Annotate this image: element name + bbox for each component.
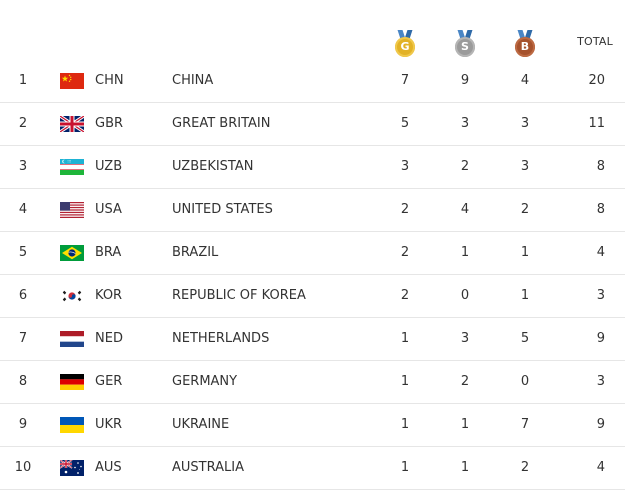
country-name-cell: REPUBLIC OF KOREA — [172, 288, 306, 303]
table-row[interactable]: 7 NED NETHERLANDS 1 3 5 9 — [0, 317, 625, 361]
table-row[interactable]: 8 GER GERMANY 1 2 0 3 — [0, 360, 625, 404]
korea-flag-icon — [60, 288, 84, 304]
gold-count-cell: 3 — [400, 159, 410, 174]
gold-medal-icon: G — [395, 30, 415, 57]
rank-cell: 1 — [18, 73, 28, 88]
country-code-cell: GER — [95, 374, 123, 389]
country-name-cell: NETHERLANDS — [172, 331, 270, 346]
gold-count-cell: 1 — [400, 331, 410, 346]
total-count-cell: 4 — [596, 245, 605, 260]
country-code-cell: UZB — [95, 159, 123, 174]
bronze-count-cell: 3 — [520, 159, 530, 174]
country-code-cell: USA — [95, 202, 122, 217]
total-count-cell: 8 — [596, 159, 605, 174]
silver-count-cell: 2 — [460, 159, 470, 174]
silver-count-cell: 1 — [460, 460, 470, 475]
silver-count-cell: 0 — [460, 288, 470, 303]
table-row[interactable]: 1 CHN CHINA 7 9 4 20 — [0, 59, 625, 103]
country-name-cell: UNITED STATES — [172, 202, 273, 217]
country-code-cell: GBR — [95, 116, 124, 131]
total-count-cell: 9 — [596, 331, 605, 346]
country-name-cell: GREAT BRITAIN — [172, 116, 271, 131]
country-code-cell: NED — [95, 331, 123, 346]
country-name-cell: AUSTRALIA — [172, 460, 244, 475]
silver-count-cell: 4 — [460, 202, 470, 217]
gold-count-cell: 5 — [400, 116, 410, 131]
country-code-cell: BRA — [95, 245, 122, 260]
table-row[interactable]: 5 BRA BRAZIL 2 1 1 4 — [0, 231, 625, 275]
rank-cell: 3 — [18, 159, 28, 174]
silver-medal-icon: S — [455, 30, 475, 57]
table-row[interactable]: 9 UKR UKRAINE 1 1 7 9 — [0, 403, 625, 447]
uzbekistan-flag-icon — [60, 159, 84, 175]
gold-count-cell: 2 — [400, 288, 410, 303]
silver-count-cell: 1 — [460, 245, 470, 260]
great-britain-flag-icon — [60, 116, 84, 132]
silver-count-cell: 1 — [460, 417, 470, 432]
table-row[interactable]: 2 GBR GREAT BRITAIN 5 3 3 11 — [0, 102, 625, 146]
silver-count-cell: 9 — [460, 73, 470, 88]
gold-count-cell: 1 — [400, 374, 410, 389]
gold-count-cell: 2 — [400, 202, 410, 217]
bronze-count-cell: 4 — [520, 73, 530, 88]
silver-count-cell: 2 — [460, 374, 470, 389]
gold-count-cell: 1 — [400, 460, 410, 475]
germany-flag-icon — [60, 374, 84, 390]
silver-count-cell: 3 — [460, 116, 470, 131]
total-count-cell: 9 — [596, 417, 605, 432]
gold-count-cell: 2 — [400, 245, 410, 260]
rank-cell: 8 — [18, 374, 28, 389]
total-count-cell: 11 — [588, 116, 605, 131]
silver-count-cell: 3 — [460, 331, 470, 346]
rank-cell: 5 — [18, 245, 28, 260]
total-column-header: TOTAL — [577, 35, 613, 48]
ukraine-flag-icon — [60, 417, 84, 433]
rank-cell: 4 — [18, 202, 28, 217]
rank-cell: 9 — [18, 417, 28, 432]
table-row[interactable]: 4 USA UNITED STATES 2 4 2 8 — [0, 188, 625, 232]
australia-flag-icon — [60, 460, 84, 476]
rank-cell: 6 — [18, 288, 28, 303]
united-states-flag-icon — [60, 202, 84, 218]
silver-medal-letter: S — [455, 37, 475, 57]
rank-cell: 7 — [18, 331, 28, 346]
rank-cell: 2 — [18, 116, 28, 131]
brazil-flag-icon — [60, 245, 84, 261]
bronze-count-cell: 5 — [520, 331, 530, 346]
netherlands-flag-icon — [60, 331, 84, 347]
country-name-cell: CHINA — [172, 73, 214, 88]
bronze-count-cell: 1 — [520, 288, 530, 303]
country-code-cell: AUS — [95, 460, 122, 475]
gold-medal-letter: G — [395, 37, 415, 57]
total-count-cell: 4 — [596, 460, 605, 475]
bronze-count-cell: 0 — [520, 374, 530, 389]
bronze-count-cell: 3 — [520, 116, 530, 131]
country-code-cell: CHN — [95, 73, 124, 88]
table-row[interactable]: 6 KOR REPUBLIC OF KOREA 2 0 1 3 — [0, 274, 625, 318]
rank-cell: 10 — [14, 460, 32, 475]
country-name-cell: GERMANY — [172, 374, 238, 389]
country-code-cell: UKR — [95, 417, 123, 432]
bronze-count-cell: 7 — [520, 417, 530, 432]
gold-count-cell: 7 — [400, 73, 410, 88]
total-count-cell: 8 — [596, 202, 605, 217]
country-code-cell: KOR — [95, 288, 123, 303]
medal-table-header: G S B TOTAL — [0, 0, 625, 59]
bronze-count-cell: 2 — [520, 460, 530, 475]
country-name-cell: UZBEKISTAN — [172, 159, 254, 174]
china-flag-icon — [60, 73, 84, 89]
total-count-cell: 3 — [596, 374, 605, 389]
gold-count-cell: 1 — [400, 417, 410, 432]
country-name-cell: BRAZIL — [172, 245, 219, 260]
bronze-count-cell: 2 — [520, 202, 530, 217]
bronze-medal-letter: B — [515, 37, 535, 57]
bronze-medal-icon: B — [515, 30, 535, 57]
table-row[interactable]: 3 UZB UZBEKISTAN 3 2 3 8 — [0, 145, 625, 189]
country-name-cell: UKRAINE — [172, 417, 230, 432]
table-row[interactable]: 10 AUS AUSTRALIA 1 1 2 4 — [0, 446, 625, 490]
total-count-cell: 3 — [596, 288, 605, 303]
total-count-cell: 20 — [588, 73, 605, 88]
bronze-count-cell: 1 — [520, 245, 530, 260]
